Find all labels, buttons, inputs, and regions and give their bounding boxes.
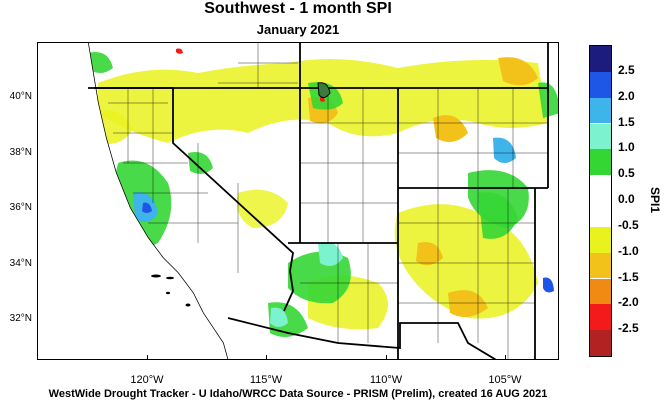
ocean xyxy=(38,43,228,359)
legend-swatch xyxy=(590,226,611,253)
state-borders xyxy=(88,43,549,359)
legend-swatch xyxy=(590,97,611,124)
spi-legend xyxy=(589,45,612,357)
spi-map-canvas xyxy=(38,43,558,359)
legend-label: -1.0 xyxy=(618,243,639,258)
lon-tick-105 xyxy=(505,355,506,360)
great-salt-lake xyxy=(317,82,331,99)
legend-swatch xyxy=(590,149,611,176)
legend-swatch xyxy=(590,252,611,279)
legend-label: -2.5 xyxy=(618,321,639,336)
lat-label-36: 36°N xyxy=(9,202,32,213)
lon-label-105: 105°W xyxy=(488,374,522,386)
legend-label: 0.5 xyxy=(618,166,635,181)
legend-label: -2.0 xyxy=(618,295,639,310)
lat-label-38: 38°N xyxy=(9,147,32,158)
legend-swatch xyxy=(590,201,611,227)
legend-label: 2.0 xyxy=(618,88,635,103)
map-subtitle: January 2021 xyxy=(256,22,340,37)
lat-label-40: 40°N xyxy=(9,91,32,102)
lon-label-120: 120°W xyxy=(130,374,164,386)
spi-map xyxy=(37,42,559,360)
legend-swatch xyxy=(590,46,611,72)
map-footer: WestWide Drought Tracker - U Idaho/WRCC … xyxy=(48,388,548,400)
lat-label-32: 32°N xyxy=(9,313,32,324)
lon-tick-115 xyxy=(266,355,267,360)
lon-tick-120 xyxy=(147,355,148,360)
channel-islands xyxy=(151,274,191,307)
map-title: Southwest - 1 month SPI xyxy=(204,0,392,17)
legend-label: -0.5 xyxy=(618,217,639,232)
legend-label: 2.5 xyxy=(618,62,635,77)
legend-swatch xyxy=(590,71,611,98)
legend-swatch xyxy=(590,330,611,356)
lat-label-34: 34°N xyxy=(9,258,32,269)
legend-label: 1.0 xyxy=(618,140,635,155)
legend-label: -1.5 xyxy=(618,269,639,284)
legend-swatch xyxy=(590,278,611,305)
legend-label: 1.5 xyxy=(618,114,635,129)
legend-title: SPI1 xyxy=(648,187,662,214)
legend-swatch xyxy=(590,304,611,331)
county-borders xyxy=(108,43,548,359)
legend-label: 0.0 xyxy=(618,192,635,206)
lon-label-110: 110°W xyxy=(369,374,403,386)
legend-swatch xyxy=(590,123,611,150)
lon-label-115: 115°W xyxy=(249,374,283,386)
legend-swatch xyxy=(590,175,611,201)
lon-tick-110 xyxy=(386,355,387,360)
